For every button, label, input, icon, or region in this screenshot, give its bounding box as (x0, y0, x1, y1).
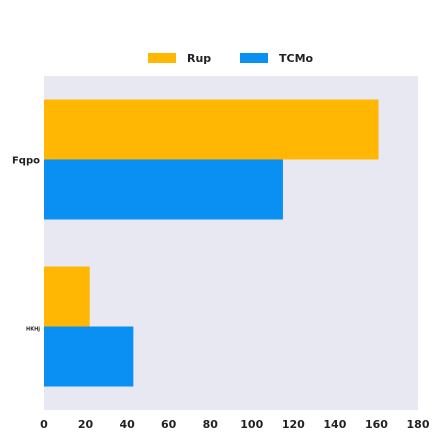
legend: Rup TCMo (148, 52, 314, 65)
x-tick-label: 40 (119, 418, 135, 431)
legend-swatch-rup (148, 53, 176, 63)
legend-label-rup: Rup (187, 52, 211, 65)
x-tick-label: 80 (203, 418, 219, 431)
x-tick-label: 140 (323, 418, 346, 431)
legend-swatch-tcmo (240, 53, 268, 63)
bar-tcmo-hkhj (44, 326, 134, 387)
legend-label-tcmo: TCMo (279, 52, 314, 65)
category-label: HKHj (26, 327, 40, 333)
x-axis-ticks: 0 20 40 60 80 100 120 140 160 180 (40, 418, 430, 431)
x-tick-label: 100 (240, 418, 263, 431)
bar-rup-hkhj (44, 266, 90, 327)
x-tick-label: 0 (40, 418, 48, 431)
bars-group (44, 99, 379, 387)
bar-tcmo-fqpo (44, 159, 283, 220)
x-tick-label: 160 (365, 418, 388, 431)
category-labels: Fqpo HKHj (12, 156, 40, 333)
x-tick-label: 180 (407, 418, 430, 431)
bar-rup-fqpo (44, 99, 379, 160)
x-tick-label: 120 (282, 418, 305, 431)
x-tick-label: 60 (161, 418, 177, 431)
x-tick-label: 20 (78, 418, 94, 431)
category-label: Fqpo (12, 156, 40, 167)
